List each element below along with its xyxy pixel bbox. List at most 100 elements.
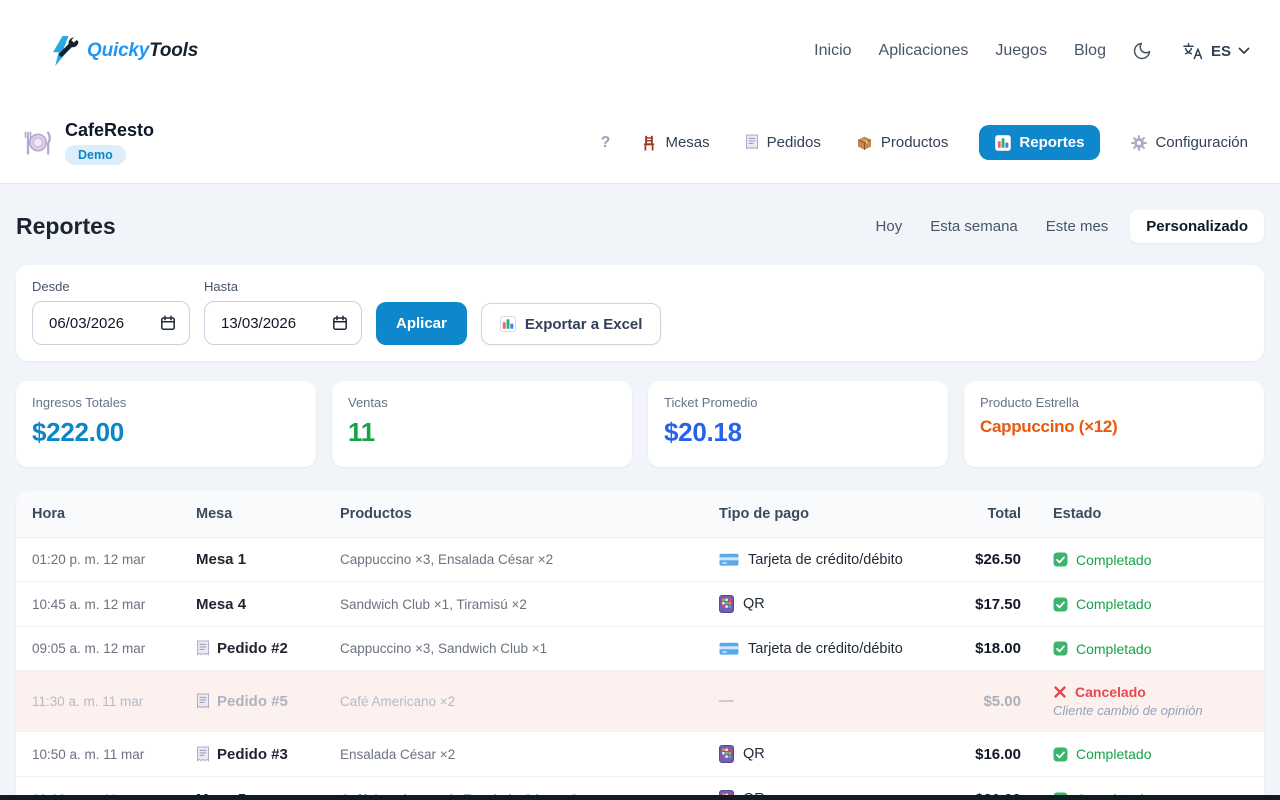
appbar-item-productos[interactable]: Productos <box>852 125 953 160</box>
date-range-tabs: Hoy Esta semana Este mes Personalizado <box>870 210 1264 243</box>
order-total: $16.00 <box>933 731 1037 777</box>
page-title: Reportes <box>16 213 116 239</box>
restaurant-title: CafeResto <box>65 120 155 140</box>
table-row[interactable]: 09:05 a. m. 12 mar Pedido #2 Cappuccino … <box>16 626 1264 671</box>
stat-card-ingresos-totales: Ingresos Totales $222.00 <box>16 381 316 467</box>
payment-label: — <box>719 693 734 709</box>
qr-icon <box>719 595 734 613</box>
app-nav: ? Mesas Pedidos Productos Reportes Confi… <box>601 125 1252 160</box>
apply-button[interactable]: Aplicar <box>376 302 467 345</box>
orders-table: Hora Mesa Productos Tipo de pago Total Estado… <box>16 491 1264 800</box>
order-source: Mesa 1 <box>180 538 324 582</box>
payment-label: QR <box>743 596 765 612</box>
payment-method: QR <box>703 581 933 627</box>
app-header: CafeResto Demo ? Mesas Pedidos Productos… <box>0 102 1280 184</box>
bottom-dark-strip <box>0 795 1280 800</box>
dark-mode-moon-icon[interactable] <box>1132 41 1152 61</box>
order-time: 11:30 a. m. 11 mar <box>16 670 180 732</box>
order-source-label: Pedido #3 <box>217 745 288 763</box>
order-status: Completado <box>1037 581 1264 627</box>
table-row[interactable]: 01:20 p. m. 12 mar Mesa 1 Cappuccino ×3,… <box>16 538 1264 582</box>
stat-label: Producto Estrella <box>980 395 1079 410</box>
to-date-value: 13/03/2026 <box>221 314 297 332</box>
appbar-item-configuracio-n[interactable]: Configuración <box>1127 125 1252 160</box>
check-icon <box>1053 552 1068 567</box>
from-date-label: Desde <box>32 279 70 294</box>
order-source: Pedido #2 <box>180 626 324 671</box>
from-date-input[interactable]: 06/03/2026 <box>32 301 190 345</box>
stat-label: Ticket Promedio <box>664 395 758 410</box>
order-source: Mesa 4 <box>180 581 324 627</box>
order-products: Cappuccino ×3, Sandwich Club ×1 <box>324 626 703 671</box>
translate-icon <box>1182 42 1204 60</box>
chart-icon <box>995 134 1012 151</box>
stats-row: Ingresos Totales $222.00 Ventas 11 Ticke… <box>16 381 1264 467</box>
from-date-value: 06/03/2026 <box>49 314 125 332</box>
to-date-input[interactable]: 13/03/2026 <box>204 301 362 345</box>
appbar-item-label: Reportes <box>1019 134 1085 151</box>
appbar-item-label: Productos <box>880 134 949 151</box>
table-row[interactable]: 10:50 a. m. 11 mar Pedido #3 Ensalada Cé… <box>16 731 1264 777</box>
plate-cutlery-icon <box>20 125 56 161</box>
payment-label: QR <box>743 746 765 762</box>
table-row[interactable]: 10:45 a. m. 12 mar Mesa 4 Sandwich Club … <box>16 581 1264 627</box>
stat-label: Ingresos Totales <box>32 395 127 410</box>
receipt-icon <box>196 693 210 710</box>
order-source-label: Pedido #2 <box>217 640 288 657</box>
calendar-icon[interactable] <box>160 315 176 331</box>
topnav-link-inicio[interactable]: Inicio <box>814 42 852 59</box>
order-products: Café Americano ×2 <box>324 670 703 732</box>
date-filter-card: Desde 06/03/2026 Hasta 13/03/2026 Aplica… <box>16 265 1264 361</box>
topnav-link-aplicaciones[interactable]: Aplicaciones <box>878 42 969 59</box>
stat-value: $20.18 <box>664 417 742 447</box>
order-status: Completado <box>1037 731 1264 777</box>
payment-method: — <box>703 670 933 732</box>
appbar-item-mesas[interactable]: Mesas <box>637 125 713 160</box>
topnav-link-juegos[interactable]: Juegos <box>995 42 1047 59</box>
brand-logo[interactable]: QuickyTools <box>50 35 198 67</box>
quickytools-logo-icon <box>50 35 80 67</box>
gear-icon <box>1131 134 1148 151</box>
receipt-icon <box>196 640 210 657</box>
payment-label: Tarjeta de crédito/débito <box>748 640 903 657</box>
range-tab-esta-semana[interactable]: Esta semana <box>930 218 1018 235</box>
order-status: Completado <box>1037 538 1264 582</box>
appbar-item-reportes[interactable]: Reportes <box>979 125 1101 160</box>
language-selector[interactable]: ES <box>1182 42 1250 60</box>
payment-method: QR <box>703 731 933 777</box>
export-excel-label: Exportar a Excel <box>524 315 643 333</box>
qr-icon <box>719 745 734 763</box>
column-header-total: Total <box>933 491 1037 538</box>
topnav-link-blog[interactable]: Blog <box>1073 42 1106 59</box>
order-products: Ensalada César ×2 <box>324 731 703 777</box>
topnav-links: Inicio Aplicaciones Juegos Blog <box>814 42 1106 60</box>
demo-badge: Demo <box>65 145 126 165</box>
help-button[interactable]: ? <box>600 133 611 151</box>
column-header-productos: Productos <box>324 491 703 538</box>
range-tab-este-mes[interactable]: Este mes <box>1045 218 1109 235</box>
receipt-icon <box>196 746 210 763</box>
calendar-icon[interactable] <box>332 315 348 331</box>
range-tab-personalizado[interactable]: Personalizado <box>1130 210 1264 243</box>
order-status: Completado <box>1037 626 1264 671</box>
payment-label: Tarjeta de crédito/débito <box>748 551 903 568</box>
order-source-label: Mesa 1 <box>196 551 247 568</box>
bar-chart-icon <box>499 316 516 332</box>
check-icon <box>1053 597 1068 612</box>
cancel-reason: Cliente cambió de opinión <box>1053 703 1203 718</box>
appbar-item-pedidos[interactable]: Pedidos <box>741 125 825 160</box>
range-tab-hoy[interactable]: Hoy <box>875 218 903 235</box>
brand-name: QuickyTools <box>87 40 199 61</box>
chevron-down-icon <box>1238 47 1250 55</box>
order-status: Cancelado Cliente cambió de opinión <box>1037 670 1264 732</box>
x-icon <box>1053 685 1067 699</box>
top-navbar: QuickyTools Inicio Aplicaciones Juegos Blog… <box>0 0 1280 102</box>
table-row[interactable]: 11:30 a. m. 11 mar Pedido #5 Café Americ… <box>16 670 1264 732</box>
column-header-hora: Hora <box>16 491 180 538</box>
to-date-label: Hasta <box>204 279 238 294</box>
export-excel-button[interactable]: Exportar a Excel <box>480 303 662 345</box>
stat-value: Cappuccino (×12) <box>980 417 1118 436</box>
stat-value: $222.00 <box>32 417 124 447</box>
order-time: 09:05 a. m. 12 mar <box>16 626 180 671</box>
order-total: $18.00 <box>933 626 1037 671</box>
